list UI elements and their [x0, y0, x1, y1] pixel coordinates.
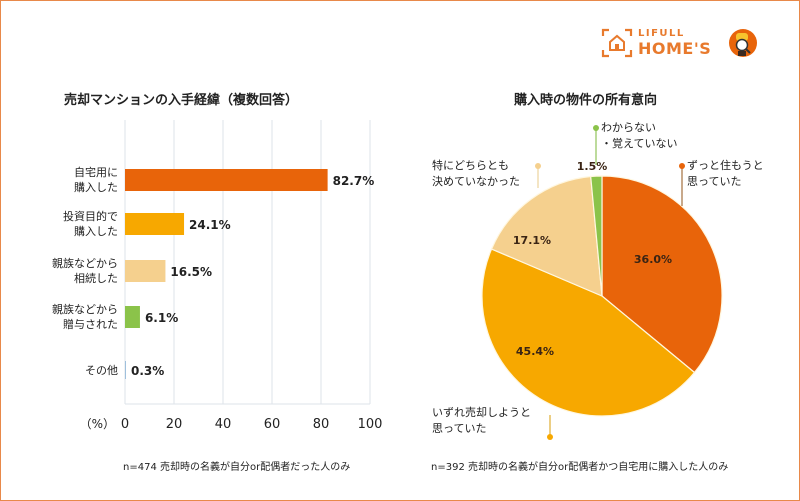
- x-tick-label: 60: [264, 417, 281, 432]
- bar-value-label: 82.7%: [333, 174, 375, 188]
- x-tick-label: 100: [358, 417, 383, 432]
- logo-text-homes: HOME'S: [638, 39, 712, 58]
- pie-value-label: 1.5%: [577, 160, 608, 173]
- bar-value-label: 6.1%: [145, 311, 178, 325]
- bar: [125, 361, 126, 379]
- bar: [125, 260, 166, 282]
- pie-slice: [490, 175, 603, 297]
- bar-chart-note: n=474 売却時の名義が自分or配偶者だった人のみ: [123, 462, 351, 473]
- x-axis-label: （%）: [80, 417, 115, 431]
- pie-chart-title: 購入時の物件の所有意向: [514, 93, 658, 108]
- pie-category-label: わからない ・覚えていない: [601, 121, 678, 150]
- pie-category-label: 特にどちらとも 決めていなかった: [432, 159, 520, 188]
- bar-chart: 0 20 40 60 80 100 （%） 82.7% 24.1% 16.5% 6.1% 0.3%: [80, 120, 383, 432]
- bar: [125, 213, 185, 235]
- bar-value-label: 24.1%: [189, 218, 231, 232]
- x-tick-label: 80: [313, 417, 330, 432]
- pie-chart-note: n=392 売却時の名義が自分or配偶者かつ自宅用に購入した人のみ: [431, 462, 729, 473]
- mascot-icon: [729, 29, 757, 57]
- bar-value-label: 0.3%: [131, 364, 164, 378]
- pie-value-label: 45.4%: [516, 345, 554, 358]
- bar-category-label: 投資目的で 購入した: [63, 210, 118, 238]
- pie-slice: [601, 175, 723, 374]
- bar-category-label: その他: [85, 363, 118, 377]
- pie-slice: [481, 248, 696, 417]
- bar-chart-title: 売却マンションの入手経緯（複数回答）: [64, 93, 299, 108]
- pie-value-label: 36.0%: [634, 253, 672, 266]
- house-icon: [601, 28, 633, 58]
- bar-category-label: 自宅用に 購入した: [74, 166, 118, 194]
- x-tick-label: 0: [121, 417, 129, 432]
- pie-slice: [590, 175, 603, 297]
- pie-category-label: いずれ売却しようと 思っていた: [432, 406, 531, 435]
- leader-dot: [547, 434, 553, 440]
- leader-dot: [535, 163, 541, 169]
- pie-chart: 36.0% 45.4% 17.1% 1.5%: [481, 125, 723, 440]
- lifull-homes-logo: LIFULL HOME'S: [600, 26, 760, 60]
- pie-category-label: ずっと住もうと 思っていた: [687, 159, 764, 188]
- bar: [125, 306, 140, 328]
- bar: [125, 169, 328, 191]
- x-tick-label: 20: [166, 417, 183, 432]
- pie-value-label: 17.1%: [513, 234, 551, 247]
- bar-category-label: 親族などから 相続した: [52, 257, 118, 285]
- leader-dot: [593, 125, 599, 131]
- leader-dot: [679, 163, 685, 169]
- bar-category-label: 親族などから 贈与された: [52, 303, 118, 331]
- logo-text-lifull: LIFULL: [638, 28, 685, 39]
- x-tick-label: 40: [215, 417, 232, 432]
- bar-value-label: 16.5%: [170, 265, 212, 279]
